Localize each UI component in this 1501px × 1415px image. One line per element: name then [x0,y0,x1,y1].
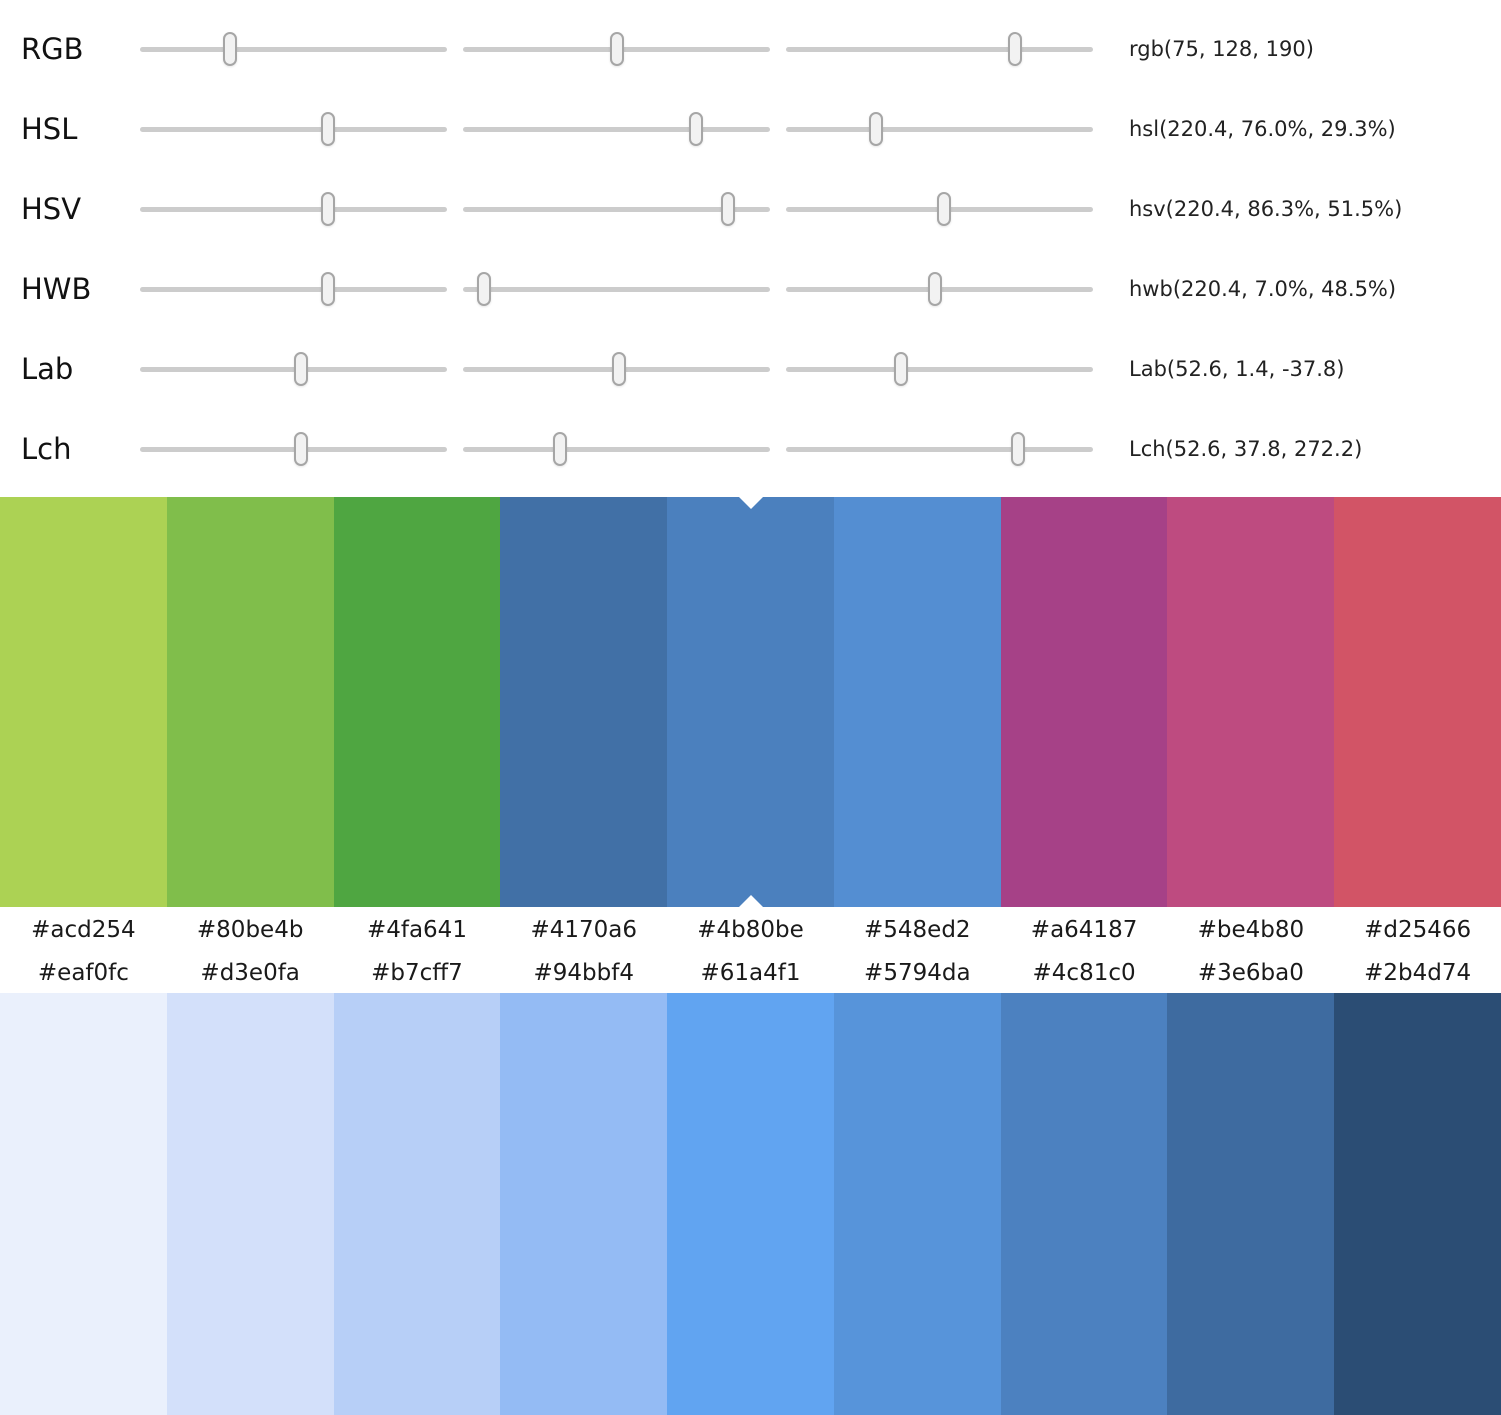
colorspace-label-lch: Lch [21,432,72,466]
colorspace-label-hsl: HSL [21,112,78,146]
hex-label: #94bbf4 [533,959,634,986]
lch-c-slider-handle[interactable] [552,432,567,466]
hsv-value-slider-track[interactable] [786,192,1093,226]
colorspace-label-lab: Lab [21,352,74,386]
colorspace-label-hwb: HWB [21,272,92,306]
hwb-whiteness-slider-handle[interactable] [477,272,492,306]
hex-label: #80be4b [196,916,304,943]
palette-swatch[interactable] [833,993,1001,1415]
slider-row-lch: Lch Lch(52.6, 37.8, 272.2) [21,409,1501,489]
hex-label: #2b4d74 [1364,959,1472,986]
lch-c-slider-track[interactable] [463,432,770,466]
colorspace-label-hsv: HSV [21,192,82,226]
palette-swatch[interactable] [333,993,501,1415]
hwb-hue-slider-handle[interactable] [320,272,335,306]
hex-label-row-hue: #acd254 #80be4b #4fa641 #4170a6 #4b80be … [0,907,1501,952]
hex-label: #61a4f1 [700,959,801,986]
palette-swatch[interactable] [500,497,668,907]
hex-label: #4b80be [697,916,804,943]
palette-swatch[interactable] [500,993,668,1415]
hex-label: #b7cff7 [371,959,463,986]
lab-l-slider-track[interactable] [140,352,447,386]
rgb-b-slider-track[interactable] [786,32,1093,66]
hwb-blackness-slider-track[interactable] [786,272,1093,306]
hsv-value-text: hsv(220.4, 86.3%, 51.5%) [1129,197,1403,221]
slider-row-rgb: RGB rgb(75, 128, 190) [21,9,1501,89]
colorspace-label-rgb: RGB [21,32,84,66]
hex-label: #be4b80 [1197,916,1305,943]
hex-label: #acd254 [31,916,136,943]
slider-row-hsl: HSL hsl(220.4, 76.0%, 29.3%) [21,89,1501,169]
lch-l-slider-track[interactable] [140,432,447,466]
hex-label: #548ed2 [864,916,971,943]
hwb-whiteness-slider-track[interactable] [463,272,770,306]
hsl-saturation-slider-handle[interactable] [689,112,704,146]
hsl-hue-slider-track[interactable] [140,112,447,146]
palette-swatch[interactable] [1167,993,1335,1415]
palette-swatch[interactable] [1000,993,1168,1415]
hex-label: #a64187 [1030,916,1138,943]
rgb-r-slider-handle[interactable] [223,32,238,66]
selected-notch-top-icon [738,497,763,509]
palette-swatch[interactable] [0,993,167,1415]
hsv-hue-slider-track[interactable] [140,192,447,226]
slider-row-hwb: HWB hwb(220.4, 7.0%, 48.5%) [21,249,1501,329]
hex-label: #5794da [864,959,971,986]
palette-swatch[interactable] [333,497,501,907]
lch-value-text: Lch(52.6, 37.8, 272.2) [1129,437,1363,461]
palette-swatch[interactable] [833,497,1001,907]
palette-lightness-scale [0,993,1501,1415]
palette-swatch[interactable] [1334,993,1501,1415]
palette-swatch[interactable] [0,497,167,907]
lab-a-slider-track[interactable] [463,352,770,386]
hex-label: #4c81c0 [1032,959,1136,986]
hex-label: #d25466 [1364,916,1472,943]
hsl-value-text: hsl(220.4, 76.0%, 29.3%) [1129,117,1396,141]
palette-swatch[interactable] [1167,497,1335,907]
hsv-hue-slider-handle[interactable] [320,192,335,226]
lab-value-text: Lab(52.6, 1.4, -37.8) [1129,357,1345,381]
lab-a-slider-handle[interactable] [611,352,626,386]
selected-notch-bottom-icon [738,895,763,907]
hex-label: #3e6ba0 [1197,959,1304,986]
hex-label: #4fa641 [366,916,467,943]
rgb-r-slider-track[interactable] [140,32,447,66]
lch-h-slider-track[interactable] [786,432,1093,466]
hwb-blackness-slider-handle[interactable] [927,272,942,306]
hsv-value-slider-handle[interactable] [937,192,952,226]
slider-row-hsv: HSV hsv(220.4, 86.3%, 51.5%) [21,169,1501,249]
palette-swatch[interactable] [1000,497,1168,907]
rgb-b-slider-handle[interactable] [1007,32,1022,66]
lab-b-slider-handle[interactable] [893,352,908,386]
palette-swatch[interactable] [667,993,834,1415]
palette-swatch[interactable] [166,497,334,907]
hex-label: #4170a6 [530,916,637,943]
slider-row-lab: Lab Lab(52.6, 1.4, -37.8) [21,329,1501,409]
slider-panel: RGB rgb(75, 128, 190) HSL hsl(220 [0,0,1501,497]
rgb-g-slider-track[interactable] [463,32,770,66]
hex-label: #d3e0fa [200,959,300,986]
hex-label: #eaf0fc [37,959,129,986]
hsv-saturation-slider-handle[interactable] [720,192,735,226]
hsl-saturation-slider-track[interactable] [463,112,770,146]
palette-hue-variants [0,497,1501,907]
lab-l-slider-handle[interactable] [294,352,309,386]
hsl-lightness-slider-track[interactable] [786,112,1093,146]
lab-b-slider-track[interactable] [786,352,1093,386]
rgb-g-slider-handle[interactable] [610,32,625,66]
lch-l-slider-handle[interactable] [294,432,309,466]
lch-h-slider-handle[interactable] [1011,432,1026,466]
hwb-value-text: hwb(220.4, 7.0%, 48.5%) [1129,277,1397,301]
rgb-value-text: rgb(75, 128, 190) [1129,37,1314,61]
hwb-hue-slider-track[interactable] [140,272,447,306]
hsl-lightness-slider-handle[interactable] [868,112,883,146]
hsl-hue-slider-handle[interactable] [320,112,335,146]
palette-swatch-selected[interactable] [667,497,834,907]
hex-label-row-lightness: #eaf0fc #d3e0fa #b7cff7 #94bbf4 #61a4f1 … [0,952,1501,993]
palette-swatch[interactable] [1334,497,1501,907]
hsv-saturation-slider-track[interactable] [463,192,770,226]
palette-swatch[interactable] [166,993,334,1415]
